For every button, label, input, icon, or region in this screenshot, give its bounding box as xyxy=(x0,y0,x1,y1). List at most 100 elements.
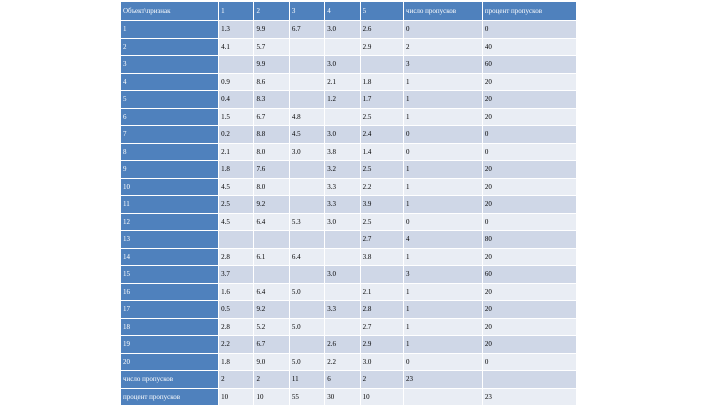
row-header: число пропусков xyxy=(121,371,219,388)
table-row: 20 1.8 9.0 5.0 2.2 3.0 0 0 xyxy=(121,353,576,370)
table-cell xyxy=(289,161,325,178)
table-cell: 6.1 xyxy=(254,248,289,265)
table-cell: 5.3 xyxy=(289,213,325,230)
table-row: 14 2.8 6.1 6.4 3.8 1 20 xyxy=(121,248,576,265)
table-cell xyxy=(289,196,325,213)
table-cell: 0 xyxy=(404,353,482,370)
table-row: 4 0.9 8.6 2.1 1.8 1 20 xyxy=(121,73,576,90)
row-header: 4 xyxy=(121,73,219,90)
table-cell: 0 xyxy=(482,213,576,230)
table-cell: 20 xyxy=(482,108,576,125)
table-cell xyxy=(254,266,289,283)
table-row: 9 1.8 7.6 3.2 2.5 1 20 xyxy=(121,161,576,178)
table-row: 6 1.5 6.7 4.8 2.5 1 20 xyxy=(121,108,576,125)
table-cell: 0 xyxy=(404,21,482,38)
column-header: 5 xyxy=(360,2,404,20)
table-cell: 1 xyxy=(404,196,482,213)
table-cell xyxy=(325,283,360,300)
table-cell: 2.5 xyxy=(360,213,404,230)
table-cell: 1 xyxy=(404,178,482,195)
table-cell: 1.2 xyxy=(325,91,360,108)
table-cell: 1 xyxy=(404,248,482,265)
table-cell: 2.2 xyxy=(325,353,360,370)
table-cell: 5.0 xyxy=(289,318,325,335)
table-cell: 2.7 xyxy=(360,318,404,335)
table-row: 1 1.3 9.9 6.7 3.0 2.6 0 0 xyxy=(121,21,576,38)
table-cell: 9.2 xyxy=(254,196,289,213)
table-cell xyxy=(404,388,482,405)
table-cell: 1.8 xyxy=(360,73,404,90)
table-cell xyxy=(325,318,360,335)
table-cell: 3.0 xyxy=(325,126,360,143)
table-cell: 6.4 xyxy=(254,213,289,230)
table-cell: 2.9 xyxy=(360,336,404,353)
table-cell: 9.0 xyxy=(254,353,289,370)
row-header: 13 xyxy=(121,231,219,248)
table-cell xyxy=(325,248,360,265)
table-cell: 2.5 xyxy=(219,196,254,213)
row-header: 19 xyxy=(121,336,219,353)
table-cell xyxy=(360,266,404,283)
table-row: 7 0.2 8.8 4.5 3.0 2.4 0 0 xyxy=(121,126,576,143)
table-cell: 60 xyxy=(482,266,576,283)
table-cell: 3.8 xyxy=(360,248,404,265)
table-cell: 1 xyxy=(404,73,482,90)
row-header: 3 xyxy=(121,56,219,73)
table-cell: 4.5 xyxy=(219,178,254,195)
table-cell: 0 xyxy=(482,353,576,370)
table-cell xyxy=(289,73,325,90)
table-cell: 3.3 xyxy=(325,301,360,318)
data-table: Объект\признак 1 2 3 4 5 число пропусков процен… xyxy=(120,1,577,406)
row-header: 1 xyxy=(121,21,219,38)
table-cell: 7.6 xyxy=(254,161,289,178)
table-cell: 20 xyxy=(482,283,576,300)
table-cell: 3.0 xyxy=(360,353,404,370)
table-cell: 23 xyxy=(482,388,576,405)
table-cell: 20 xyxy=(482,91,576,108)
table-row: 18 2.8 5.2 5.0 2.7 1 20 xyxy=(121,318,576,335)
table-cell: 1 xyxy=(404,336,482,353)
table-cell: 2 xyxy=(404,38,482,55)
table-cell: 8.0 xyxy=(254,178,289,195)
row-header: процент пропусков xyxy=(121,388,219,405)
table-cell: 5.0 xyxy=(289,353,325,370)
table-cell: 20 xyxy=(482,248,576,265)
table-cell: 4.5 xyxy=(289,126,325,143)
table-cell: 2 xyxy=(254,371,289,388)
table-cell: 20 xyxy=(482,336,576,353)
table-cell xyxy=(325,231,360,248)
table-cell: 3.0 xyxy=(325,21,360,38)
table-cell: 3.3 xyxy=(325,196,360,213)
table-cell: 3.0 xyxy=(325,56,360,73)
table-row: 5 0.4 8.3 1.2 1.7 1 20 xyxy=(121,91,576,108)
table-cell: 2.5 xyxy=(360,161,404,178)
table-row: процент пропусков 10 10 55 30 10 23 xyxy=(121,388,576,405)
table-cell: 4.5 xyxy=(219,213,254,230)
table-cell: 6.7 xyxy=(254,108,289,125)
table-cell: 20 xyxy=(482,73,576,90)
table-cell: 8.8 xyxy=(254,126,289,143)
table-cell: 2.1 xyxy=(360,283,404,300)
table-cell: 3.9 xyxy=(360,196,404,213)
table-cell: 3.0 xyxy=(325,213,360,230)
table-cell xyxy=(289,56,325,73)
row-header: 16 xyxy=(121,283,219,300)
table-cell xyxy=(289,178,325,195)
table-cell: 0.2 xyxy=(219,126,254,143)
table-cell: 2.5 xyxy=(360,108,404,125)
row-header: 7 xyxy=(121,126,219,143)
table-cell: 2.8 xyxy=(219,318,254,335)
table-cell xyxy=(360,56,404,73)
table-cell: 8.0 xyxy=(254,143,289,160)
table-cell: 1.4 xyxy=(360,143,404,160)
table-cell: 2.8 xyxy=(219,248,254,265)
table-cell: 10 xyxy=(360,388,404,405)
header-row: Объект\признак 1 2 3 4 5 число пропусков процен… xyxy=(121,2,576,20)
column-header: 3 xyxy=(289,2,325,20)
table-row: 10 4.5 8.0 3.3 2.2 1 20 xyxy=(121,178,576,195)
row-header: 14 xyxy=(121,248,219,265)
table-cell: 0 xyxy=(404,143,482,160)
table-row: 13 2.7 4 80 xyxy=(121,231,576,248)
table-cell: 5.7 xyxy=(254,38,289,55)
table-cell: 1.6 xyxy=(219,283,254,300)
